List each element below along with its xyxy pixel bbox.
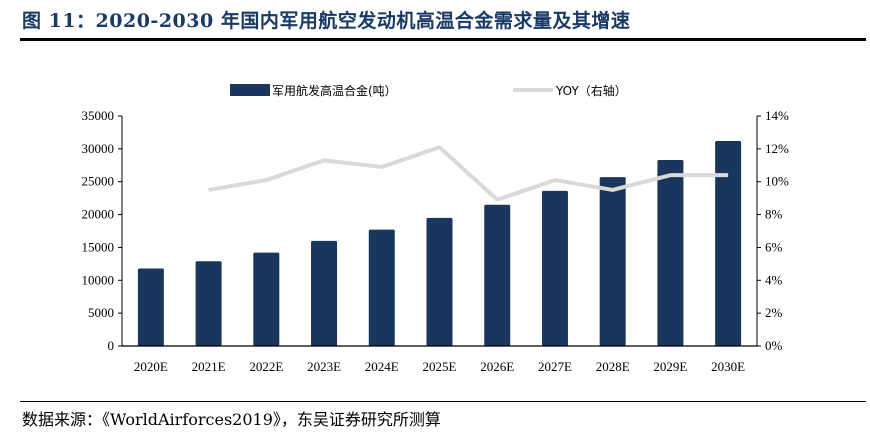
left-tick-label: 15000 bbox=[82, 239, 115, 254]
right-tick-label: 4% bbox=[765, 272, 783, 287]
title-rule bbox=[20, 38, 866, 41]
figure-title: 图 11：2020-2030 年国内军用航空发动机高温合金需求量及其增速 bbox=[22, 10, 631, 32]
x-tick-label: 2020E bbox=[134, 359, 168, 374]
bar-2025E bbox=[426, 217, 453, 346]
x-tick-label: 2026E bbox=[480, 359, 514, 374]
bar-2023E bbox=[311, 240, 338, 346]
left-tick-label: 5000 bbox=[88, 305, 114, 320]
right-tick-label: 6% bbox=[765, 239, 783, 254]
left-tick-label: 35000 bbox=[82, 108, 115, 123]
left-tick-label: 30000 bbox=[82, 141, 115, 156]
x-tick-label: 2029E bbox=[653, 359, 687, 374]
source-note: 数据来源：《WorldAirforces2019》，东吴证券研究所测算 bbox=[22, 410, 441, 429]
bar-2027E bbox=[541, 190, 568, 346]
bar-2024E bbox=[368, 229, 395, 346]
bottom-rule bbox=[20, 401, 866, 402]
left-tick-label: 10000 bbox=[82, 272, 115, 287]
left-tick-label: 0 bbox=[108, 338, 115, 353]
legend-line-label: YOY（右轴） bbox=[555, 83, 627, 98]
legend-bar-label: 军用航发高温合金(吨） bbox=[272, 83, 397, 98]
x-tick-label: 2021E bbox=[192, 359, 226, 374]
bar-2029E bbox=[657, 160, 684, 346]
x-tick-label: 2025E bbox=[423, 359, 457, 374]
bar-2020E bbox=[137, 268, 164, 346]
left-tick-label: 25000 bbox=[82, 174, 115, 189]
x-tick-label: 2027E bbox=[538, 359, 572, 374]
left-tick-label: 20000 bbox=[82, 207, 115, 222]
chart: 0 5000 10000 15000 20000 25000 30000 35000 0% 2% 4… bbox=[82, 83, 790, 374]
x-tick-label: 2023E bbox=[307, 359, 341, 374]
bar-2030E bbox=[715, 140, 742, 346]
x-tick-label: 2030E bbox=[711, 359, 745, 374]
legend-bar-swatch bbox=[230, 84, 270, 96]
right-tick-label: 2% bbox=[765, 305, 783, 320]
bar-2026E bbox=[484, 204, 511, 346]
x-tick-label: 2024E bbox=[365, 359, 399, 374]
right-tick-label: 12% bbox=[765, 141, 789, 156]
bar-2021E bbox=[195, 261, 222, 346]
bar-2022E bbox=[253, 252, 280, 346]
right-tick-label: 14% bbox=[765, 108, 789, 123]
yoy-line bbox=[208, 145, 729, 202]
x-tick-label: 2022E bbox=[249, 359, 283, 374]
bar-2028E bbox=[599, 177, 626, 346]
x-tick-label: 2028E bbox=[596, 359, 630, 374]
right-tick-label: 10% bbox=[765, 174, 789, 189]
right-tick-label: 8% bbox=[765, 207, 783, 222]
right-tick-label: 0% bbox=[765, 338, 783, 353]
